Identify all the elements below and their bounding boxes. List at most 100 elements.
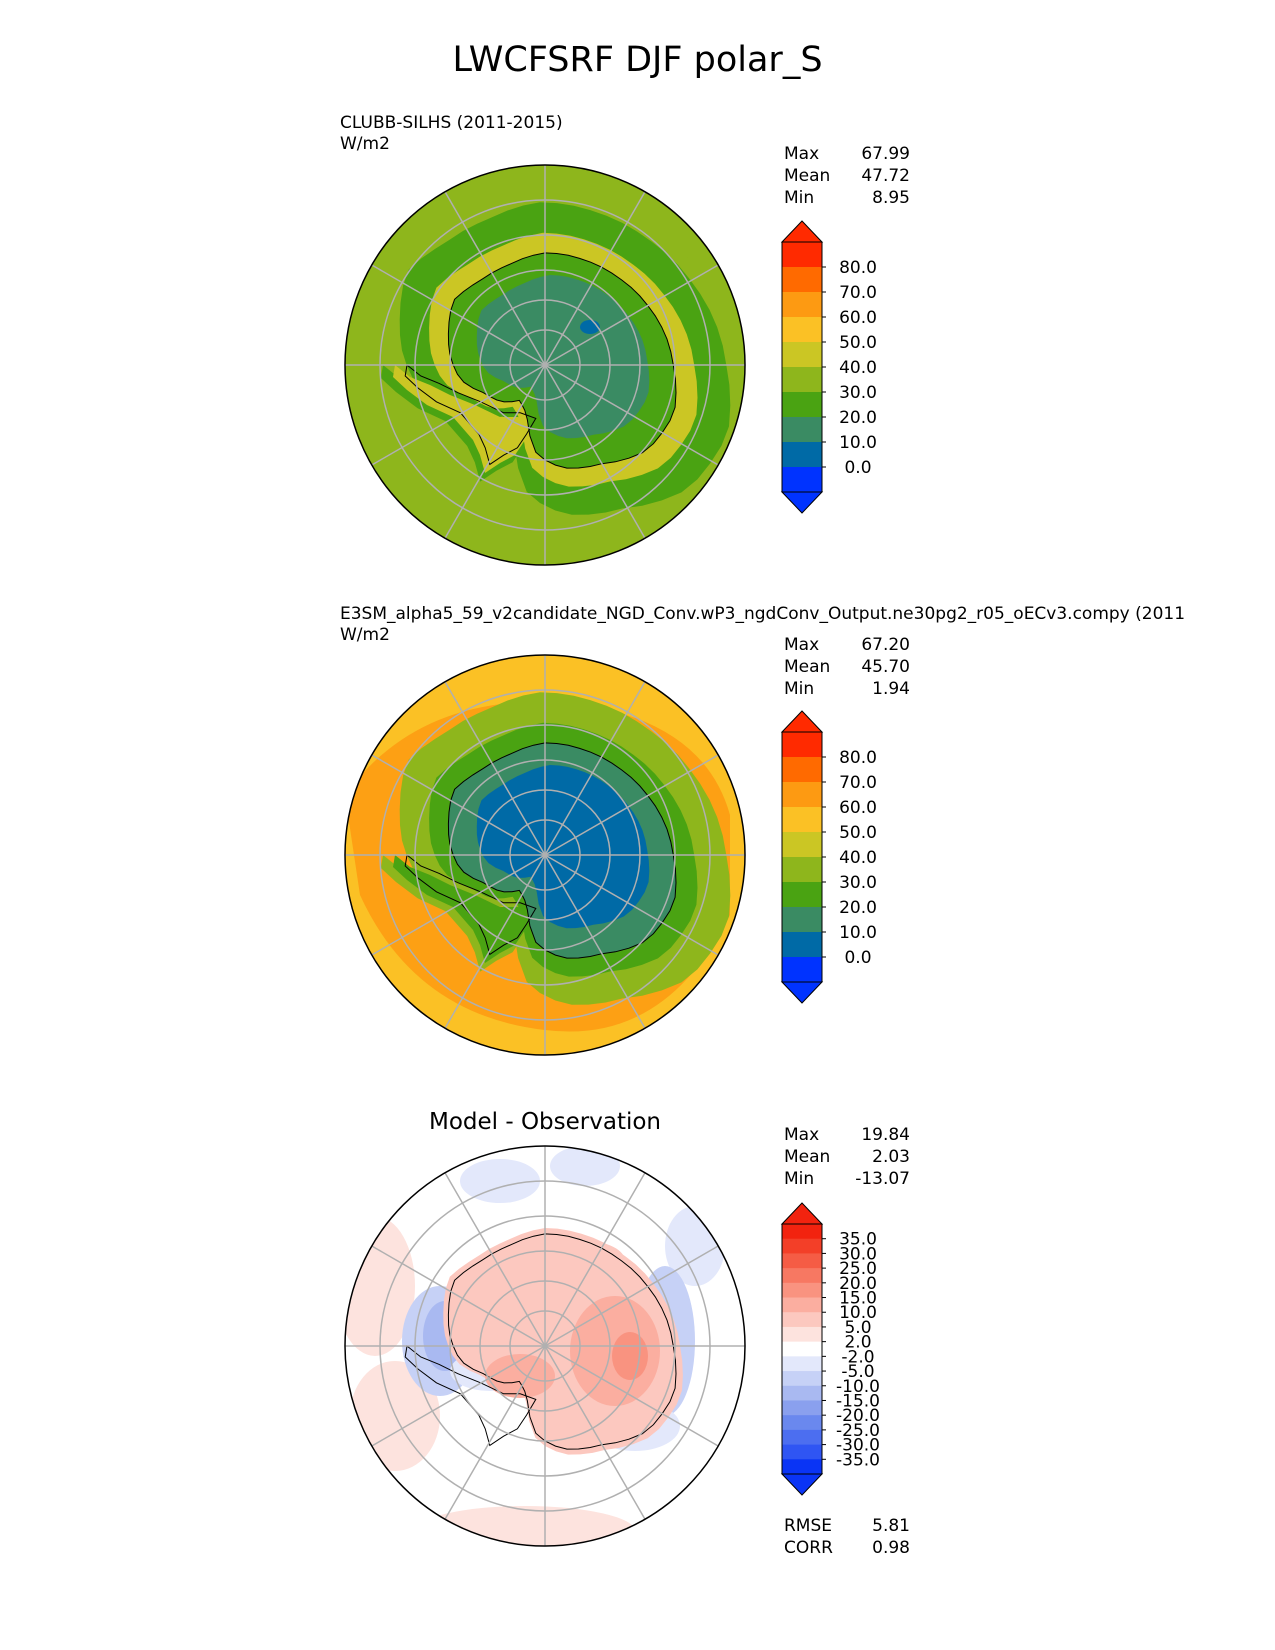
panel2-units: W/m2 — [340, 625, 390, 645]
panel3-meridian-2 — [544, 1345, 719, 1447]
panel2-graticule — [345, 655, 745, 1055]
panel2-stat-min: Min 1.94 — [784, 679, 910, 699]
panel3-meridian-6 — [371, 1345, 546, 1447]
panel2-colorbar-top-cap — [780, 710, 824, 733]
panel1-plateau-field — [476, 275, 650, 439]
panel2-meridian-8 — [371, 754, 546, 856]
panel3-colorbar-segment-5 — [782, 1282, 822, 1299]
panel2-meridian-9 — [444, 681, 546, 856]
panel2-coastline-peninsula — [404, 854, 537, 956]
panel2-meridian-11 — [544, 681, 646, 856]
panel3-colorbar-tick-label-5: 15.0 — [839, 1289, 877, 1309]
panel2-meridian-5 — [444, 854, 546, 1029]
panel3-difference-map — [344, 1145, 746, 1547]
panel1-colorbar-segment-4 — [782, 317, 822, 343]
panel2-colorbar-segment-10 — [782, 957, 822, 983]
figure-title: LWCFSRF DJF polar_S — [452, 40, 823, 80]
panel1-meridian-11 — [544, 191, 646, 366]
panel2-colorbar-segment-8 — [782, 907, 822, 933]
panel3-colorbar-segment-3 — [782, 1253, 822, 1269]
panel1-colorbar-tick-label-1: 80.0 — [839, 258, 877, 278]
panel3-stats: Max 19.84 Mean 2.03 Min -13.07 — [784, 1124, 910, 1190]
panel2-colorbar-segment-4 — [782, 807, 822, 833]
panel3-metric-rmse: RMSE 5.81 — [784, 1516, 910, 1536]
panel1-colorbar-segment-2 — [782, 267, 822, 293]
panel3-meridian-5 — [444, 1345, 546, 1520]
panel3-colorbar-segment-6 — [782, 1297, 822, 1313]
panel3-north-plateau-positive — [545, 1241, 625, 1281]
panel1-colorbar-segment-5 — [782, 342, 822, 368]
panel2-colorbar-bottom-cap — [780, 981, 824, 1004]
panel1-colorbar-segment-3 — [782, 292, 822, 318]
panel3-colorbar-segment-10 — [782, 1356, 822, 1372]
panel1-meridian-12 — [544, 264, 719, 366]
panel1-stats: Max 67.99 Mean 47.72 Min 8.95 — [784, 143, 910, 209]
panel1-stat-max: Max 67.99 — [784, 144, 910, 164]
panel3-field — [345, 1146, 745, 1546]
panel3-colorbar-tick-label-7: 5.0 — [844, 1318, 871, 1338]
panel2-meridian-6 — [371, 854, 546, 956]
panel2-colorbar-segment-3 — [782, 782, 822, 808]
panel3-colorbar-tick-label-3: 25.0 — [839, 1259, 877, 1279]
panel2-colorbar-segment-9 — [782, 932, 822, 958]
panel2-meridian-3 — [544, 854, 646, 1029]
panel3-coastline-peninsula — [404, 1345, 537, 1447]
panel3-meridian-9 — [444, 1172, 546, 1347]
panel3-colorbar-segment-2 — [782, 1238, 822, 1254]
panel2-colorbar-tick-label-6: 30.0 — [839, 873, 877, 893]
panel3-colorbar-segment-12 — [782, 1385, 822, 1401]
panel3-north-ocean-negative — [460, 1159, 540, 1203]
panel3-colorbar-segment-7 — [782, 1312, 822, 1328]
panel3-colorbar-segment-17 — [782, 1459, 822, 1475]
panel2-colorbar-tick-label-1: 80.0 — [839, 748, 877, 768]
panel3-metrics: RMSE 5.81 CORR 0.98 — [784, 1515, 910, 1559]
panel3-colorbar-tick-label-8: 2.0 — [844, 1333, 871, 1353]
panel3-colorbar-tick-label-15: -30.0 — [836, 1436, 880, 1456]
panel1-colorbar: 80.0 70.0 60.0 50.0 40.0 30.0 20.0 10.0 0.0 — [780, 220, 877, 514]
panel3-stat-min: Min -13.07 — [784, 1169, 910, 1189]
panel2-meridian-2 — [544, 854, 719, 956]
panel1-meridian-5 — [444, 364, 546, 539]
panel3-meridian-8 — [371, 1245, 546, 1347]
panel2-colorbar-segment-2 — [782, 757, 822, 783]
panel3-colorbar: 35.030.025.020.015.010.05.02.0-2.0-5.0-1… — [780, 1202, 880, 1496]
panel2-peninsula-band — [393, 855, 535, 963]
panel3-meridian-11 — [544, 1172, 646, 1347]
panel1-units: W/m2 — [340, 134, 390, 154]
panel1-peninsula-band — [393, 365, 535, 473]
panel3-colorbar-tick-label-10: -5.0 — [841, 1362, 874, 1382]
panel2-colorbar-tick-label-2: 70.0 — [839, 773, 877, 793]
panel2-polar-map — [344, 654, 746, 1056]
panel2-meridian-12 — [544, 754, 719, 856]
panel2-colorbar-segment-7 — [782, 882, 822, 908]
panel3-colorbar-bottom-cap — [780, 1473, 824, 1496]
panel2-stat-mean: Mean 45.70 — [784, 657, 910, 677]
panel3-colorbar-segment-4 — [782, 1268, 822, 1284]
panel3-colorbar-segment-1 — [782, 1224, 822, 1240]
panel1-polar-map — [344, 164, 746, 566]
panel1-colorbar-tick-label-3: 60.0 — [839, 308, 877, 328]
panel2-stats: Max 67.20 Mean 45.70 Min 1.94 — [784, 634, 910, 700]
panel3-colorbar-tick-label-4: 20.0 — [839, 1274, 877, 1294]
panel2-colorbar-segment-1 — [782, 732, 822, 758]
panel2-colorbar-tick-label-8: 10.0 — [839, 923, 877, 943]
panel3-map-boundary — [344, 1145, 746, 1547]
panel1-meridian-3 — [544, 364, 646, 539]
panel1-meridian-6 — [371, 364, 546, 466]
panel3-colorbar-segment-11 — [782, 1371, 822, 1387]
panel1-stat-min: Min 8.95 — [784, 188, 910, 208]
panel3-stat-max: Max 19.84 — [784, 1125, 910, 1145]
panel1-colorbar-tick-label-7: 20.0 — [839, 408, 877, 428]
panel2-stat-max: Max 67.20 — [784, 635, 910, 655]
panel2-map-boundary — [344, 654, 746, 1056]
panel3-colorbar-tick-label-2: 30.0 — [839, 1244, 877, 1264]
panel2-colorbar-tick-label-3: 60.0 — [839, 798, 877, 818]
panel2-colorbar-segment-6 — [782, 857, 822, 883]
panel3-colorbar-tick-label-1: 35.0 — [839, 1230, 877, 1250]
panel3-colorbar-tick-label-11: -10.0 — [836, 1377, 880, 1397]
panel1-colorbar-top-cap — [780, 220, 824, 243]
panel2-colorbar: 80.0 70.0 60.0 50.0 40.0 30.0 20.0 10.0 0.0 — [780, 710, 877, 1004]
panel1-meridian-9 — [444, 191, 546, 366]
panel3-meridian-12 — [544, 1245, 719, 1347]
panel1-colorbar-segment-8 — [782, 417, 822, 443]
